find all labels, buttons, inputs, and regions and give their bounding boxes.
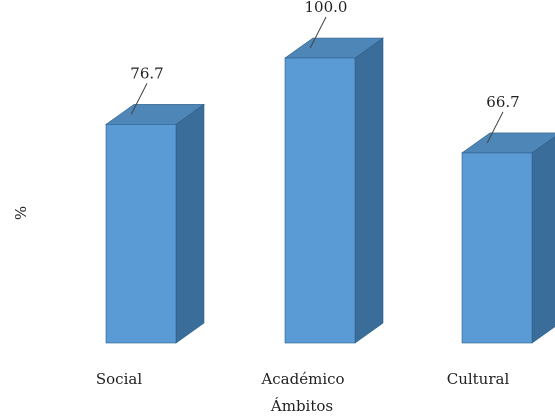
x-tick-label: Cultural — [447, 370, 510, 388]
data-label-social: 76.7 — [130, 64, 163, 82]
bars-group — [105, 37, 555, 344]
value-labels-group: 76.7 100.0 66.7 — [130, 0, 519, 111]
bar-académico — [284, 37, 384, 344]
bar-front-face — [284, 57, 356, 344]
value-leader-line — [130, 83, 148, 115]
bar-side-face — [531, 136, 555, 344]
value-leader-line — [309, 16, 327, 49]
leader-lines-group — [130, 16, 504, 144]
value-leader-line — [486, 111, 504, 144]
bar-front-face — [105, 124, 177, 344]
data-label-académico: 100.0 — [305, 0, 348, 16]
x-axis-label: Ámbitos — [270, 397, 333, 415]
data-label-cultural: 66.7 — [486, 93, 519, 111]
y-axis-label: % — [12, 206, 30, 220]
bar-social — [105, 103, 205, 344]
x-tick-label: Académico — [260, 370, 344, 388]
category-labels-group: Social Académico Cultural — [96, 370, 510, 388]
x-tick-label: Social — [96, 370, 142, 388]
bar-side-face — [354, 37, 384, 344]
bar-side-face — [175, 103, 205, 344]
bar-front-face — [461, 152, 533, 344]
bar-cultural — [461, 132, 555, 344]
